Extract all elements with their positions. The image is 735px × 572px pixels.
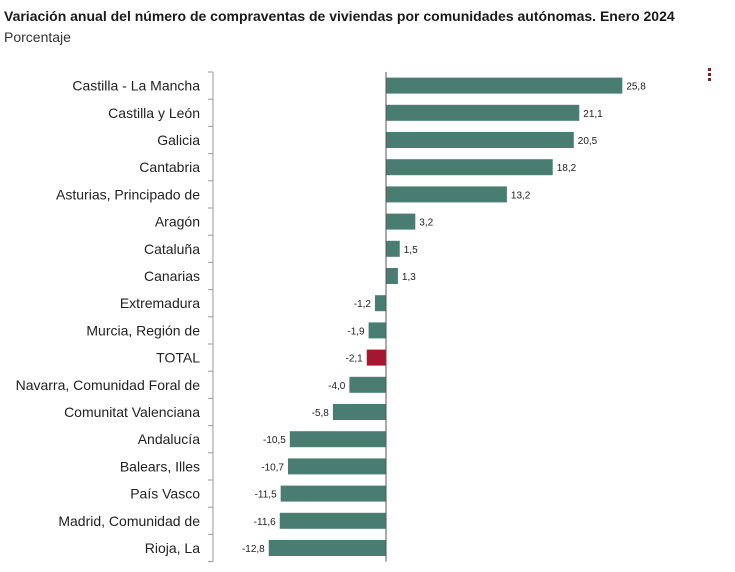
- bar[interactable]: [386, 240, 400, 257]
- chart-title: Variación anual del número de compravent…: [4, 8, 675, 24]
- bar[interactable]: [268, 540, 386, 556]
- data-label: 20,5: [578, 136, 598, 147]
- category-label: Cantabria: [139, 159, 200, 175]
- category-label: Navarra, Comunidad Foral de: [16, 377, 201, 393]
- category-label: Madrid, Comunidad de: [58, 513, 200, 529]
- data-label: 3,2: [419, 218, 433, 229]
- category-label: Cataluña: [144, 241, 200, 257]
- category-label: Balears, Illes: [120, 458, 200, 474]
- data-label: 18,2: [557, 163, 577, 174]
- data-label: -2,1: [346, 354, 364, 365]
- bar[interactable]: [332, 404, 386, 420]
- category-label: Comunitat Valenciana: [64, 404, 200, 420]
- bar[interactable]: [386, 132, 574, 148]
- category-label: Castilla y León: [108, 105, 200, 121]
- data-label: 1,5: [404, 245, 418, 256]
- bar[interactable]: [386, 213, 416, 230]
- category-label: Extremadura: [120, 295, 200, 311]
- data-label: 25,8: [626, 82, 646, 93]
- chart-subtitle: Porcentaje: [4, 29, 71, 45]
- category-label: Galicia: [157, 132, 200, 148]
- data-label: -1,2: [354, 299, 372, 310]
- bar[interactable]: [386, 159, 553, 176]
- bar[interactable]: [368, 322, 386, 339]
- bar[interactable]: [280, 485, 386, 502]
- bar[interactable]: [289, 431, 386, 448]
- bar[interactable]: [366, 349, 386, 366]
- data-label: -10,5: [263, 435, 286, 446]
- category-label: TOTAL: [156, 350, 200, 366]
- data-label: -10,7: [261, 462, 284, 473]
- bar[interactable]: [287, 458, 386, 475]
- category-label: Andalucía: [138, 431, 200, 447]
- category-label: Asturias, Principado de: [56, 186, 200, 202]
- bar[interactable]: [386, 186, 507, 203]
- bar[interactable]: [386, 268, 398, 284]
- data-label: 13,2: [511, 190, 531, 201]
- data-label: -12,8: [242, 544, 265, 555]
- bar[interactable]: [386, 77, 623, 94]
- category-label: Canarias: [144, 268, 200, 284]
- category-label: Castilla - La Mancha: [72, 78, 200, 94]
- data-label: -11,6: [254, 517, 276, 528]
- bar[interactable]: [279, 512, 386, 529]
- data-label: -5,8: [312, 408, 330, 419]
- bar[interactable]: [386, 104, 580, 121]
- data-label: -4,0: [328, 381, 346, 392]
- data-label: 21,1: [583, 109, 603, 120]
- data-label: 1,3: [402, 272, 416, 283]
- bar[interactable]: [349, 376, 386, 393]
- category-label: Rioja, La: [145, 540, 200, 556]
- data-label: -11,5: [255, 490, 277, 501]
- category-label: País Vasco: [130, 486, 200, 502]
- category-label: Aragón: [155, 214, 200, 230]
- data-label: -1,9: [347, 326, 365, 337]
- more-vertical-icon[interactable]: [704, 68, 716, 86]
- category-label: Murcia, Región de: [86, 322, 200, 338]
- bar[interactable]: [375, 295, 386, 312]
